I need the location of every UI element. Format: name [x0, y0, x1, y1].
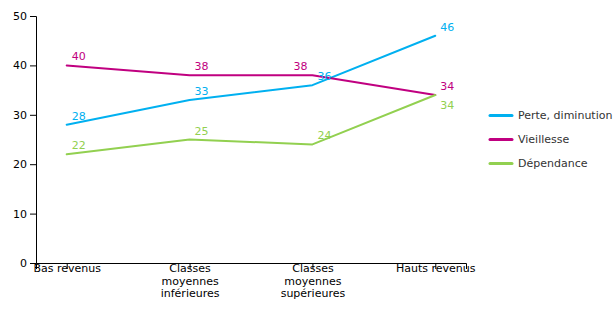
data-label: 25 — [195, 125, 209, 138]
x-tick-label-line: Classes — [169, 262, 211, 275]
data-label: 40 — [72, 50, 86, 63]
data-label: 33 — [195, 85, 209, 98]
plot: 01020304050Bas revenusClassesmoyennesinf… — [13, 10, 612, 300]
x-tick: Bas revenus — [33, 262, 101, 275]
y-tick-label: 30 — [13, 109, 27, 122]
x-tick-label-line: Classes — [292, 262, 334, 275]
series-line — [67, 95, 436, 154]
x-tick: Hauts revenus — [396, 262, 476, 275]
legend-item: Perte, diminution — [490, 109, 612, 122]
legend-item: Vieillesse — [490, 133, 570, 146]
y-tick-mark — [30, 214, 36, 215]
y-tick: 10 — [13, 208, 36, 221]
y-tick: 20 — [13, 158, 36, 171]
legend-label: Dépendance — [518, 157, 588, 170]
y-tick-mark — [30, 164, 36, 165]
x-tick-label: Classesmoyennessupérieures — [281, 262, 346, 300]
y-tick-mark — [30, 16, 36, 17]
legend-item: Dépendance — [490, 157, 588, 170]
y-tick-label: 10 — [13, 208, 27, 221]
data-label: 46 — [440, 21, 454, 34]
y-axis: 0 10 20 30 40 50 — [13, 10, 37, 270]
data-label: 34 — [440, 80, 454, 93]
x-tick-label: Bas revenus — [33, 262, 101, 275]
x-tick-label-line: Hauts revenus — [396, 262, 476, 275]
data-label: 36 — [317, 70, 331, 83]
x-tick-label: Hauts revenus — [396, 262, 476, 275]
y-tick-label: 40 — [13, 59, 27, 72]
legend-label: Perte, diminution — [518, 109, 612, 122]
y-tick-label: 20 — [13, 158, 27, 171]
legend-swatch — [490, 138, 512, 141]
data-labels: 28 33 36 46 40 38 38 34 22 25 24 34 — [72, 21, 455, 153]
x-tick-label: Classesmoyennesinférieures — [161, 262, 220, 300]
y-tick: 30 — [13, 109, 36, 122]
legend-swatch — [490, 114, 512, 117]
chart: 01020304050Bas revenusClassesmoyennesinf… — [0, 0, 616, 321]
data-label: 28 — [72, 110, 86, 123]
data-label: 24 — [317, 129, 331, 142]
y-tick-mark — [30, 115, 36, 116]
y-tick-mark — [30, 65, 36, 66]
x-tick-label-line: moyennes — [284, 275, 341, 288]
legend-swatch — [490, 162, 512, 165]
x-tick-label-line: Bas revenus — [33, 262, 101, 275]
x-tick: Classesmoyennessupérieures — [281, 262, 346, 300]
x-tick-label-line: supérieures — [281, 287, 346, 300]
y-tick-label: 0 — [20, 257, 27, 270]
data-label: 22 — [72, 139, 86, 152]
data-label: 38 — [293, 60, 307, 73]
x-axis: Bas revenusClassesmoyennesinférieuresCla… — [33, 262, 475, 300]
y-tick-label: 50 — [13, 10, 27, 23]
x-tick-label-line: inférieures — [161, 287, 220, 300]
series-line — [67, 36, 436, 125]
legend-label: Vieillesse — [518, 133, 570, 146]
x-tick-label-line: moyennes — [161, 275, 218, 288]
y-tick: 40 — [13, 59, 36, 72]
data-label: 38 — [195, 60, 209, 73]
series-line — [67, 65, 436, 95]
x-tick: Classesmoyennesinférieures — [161, 262, 220, 300]
data-label: 34 — [440, 99, 454, 112]
legend: Perte, diminution Vieillesse Dépendance — [490, 109, 612, 170]
lines — [67, 36, 436, 155]
y-tick: 50 — [13, 10, 36, 23]
y-axis-line — [30, 17, 37, 264]
